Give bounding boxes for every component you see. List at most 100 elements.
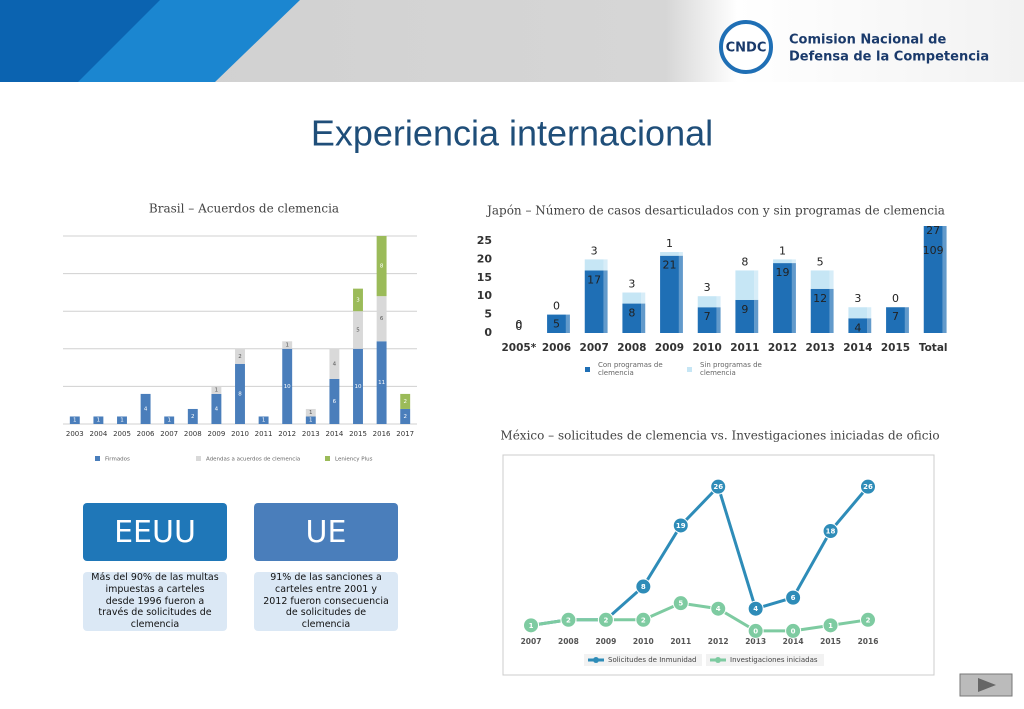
box-text: 91% de las sanciones a carteles entre 20… [254, 572, 398, 631]
point [635, 578, 652, 595]
data-label: 27 [926, 224, 940, 237]
point [860, 611, 876, 628]
bar-side [716, 296, 721, 308]
bar-side [791, 259, 796, 264]
bar-segment [305, 408, 316, 417]
legend-label: Sin programas de clemencia [700, 361, 762, 378]
bar-segment [235, 363, 245, 424]
data-label: 1 [215, 388, 219, 394]
data-label: 2 [566, 616, 571, 624]
bar-segment [848, 318, 868, 333]
japan-bars [547, 226, 947, 333]
bar-segment [376, 236, 387, 297]
x-tick-label: 2009 [595, 637, 616, 646]
x-tick-label: 2006 [137, 430, 155, 438]
x-tick-label: 2009 [207, 430, 225, 438]
bar-segment [584, 259, 604, 271]
x-tick-label: 2011 [730, 342, 759, 354]
bar-segment [697, 307, 717, 333]
data-label: 1 [529, 622, 534, 630]
point [860, 478, 876, 495]
legend-label: Solicitudes de Inmunidad [608, 656, 697, 664]
x-tick-label: 2015 [881, 342, 910, 354]
data-label: 6 [380, 316, 384, 322]
x-tick-label: 2007 [521, 637, 542, 646]
bar-segment [282, 348, 293, 424]
box-heading: EEUU [83, 503, 227, 561]
data-label: 4 [333, 361, 337, 367]
data-label: 17 [587, 273, 601, 286]
data-label: 4 [854, 321, 861, 334]
bar-side [603, 259, 608, 271]
legend-label: Con programas de clemencia [598, 361, 663, 378]
data-label: 8 [741, 255, 748, 268]
bar-segment [735, 299, 755, 333]
data-label: 2 [866, 616, 871, 624]
data-label: 2 [238, 354, 242, 360]
data-label: 0 [553, 300, 560, 313]
data-label: 109 [923, 244, 944, 257]
data-label: 3 [628, 278, 635, 291]
x-tick-label: 2008 [558, 637, 579, 646]
y-tick-label: 20 [477, 252, 493, 265]
org-name: Defensa de la Competencia [789, 50, 989, 65]
bar-side [716, 307, 721, 333]
data-label: 12 [813, 292, 827, 305]
bar-side [641, 303, 646, 333]
bar-segment [622, 292, 642, 304]
x-tick-label: 2004 [89, 430, 107, 438]
bar-side [867, 307, 872, 319]
bar-segment [848, 307, 868, 319]
bar-side [565, 314, 570, 333]
data-label: 0 [791, 627, 796, 635]
series-line [530, 601, 869, 633]
data-label: 1 [73, 418, 77, 424]
point [560, 611, 577, 628]
x-tick-label: 2016 [858, 637, 879, 646]
bar-segment [353, 311, 363, 349]
bar-segment [353, 288, 363, 312]
y-tick-label: 15 [477, 271, 492, 284]
bar-segment [547, 314, 566, 333]
data-label: 1 [120, 418, 124, 424]
box-text: Más del 90% de las multas impuestas a ca… [83, 572, 227, 631]
data-label: 19 [676, 522, 686, 530]
x-tick-label: 2009 [655, 342, 684, 354]
point [747, 622, 764, 639]
x-tick-label: 2012 [708, 637, 729, 646]
data-label: 5 [817, 255, 824, 268]
legend-bg [584, 654, 702, 666]
legend-swatch [196, 456, 201, 461]
data-label: 6 [333, 399, 337, 405]
x-tick-label: 2015 [820, 637, 841, 646]
data-label: 1 [309, 410, 313, 416]
bar-side [603, 270, 608, 333]
bar-side [829, 270, 834, 289]
data-label: 0 [515, 320, 522, 333]
point [597, 611, 614, 628]
bar-segment [305, 416, 316, 424]
x-tick-label: 2013 [745, 637, 766, 646]
bar-segment [400, 408, 411, 424]
x-tick-label: 2011 [255, 430, 273, 438]
data-label: 2 [603, 616, 608, 624]
data-label: 19 [776, 266, 790, 279]
next-icon [978, 678, 996, 692]
point [523, 617, 539, 634]
legend-swatch [687, 367, 692, 372]
point [672, 595, 689, 612]
data-label: 1 [779, 244, 786, 257]
data-label: 21 [663, 259, 677, 272]
data-label: 1 [285, 343, 289, 349]
bar-segment [400, 393, 411, 409]
logo: CNDC [726, 41, 767, 56]
x-tick-label: 2005* [501, 342, 536, 354]
bar-side [791, 263, 796, 333]
legend-label: Firmados [105, 457, 130, 463]
point [710, 600, 727, 617]
bar-side [678, 252, 683, 256]
bar-side [754, 299, 759, 333]
x-tick-label: 2006 [542, 342, 571, 354]
y-tick-label: 0 [484, 326, 492, 339]
bar-segment [117, 416, 127, 424]
